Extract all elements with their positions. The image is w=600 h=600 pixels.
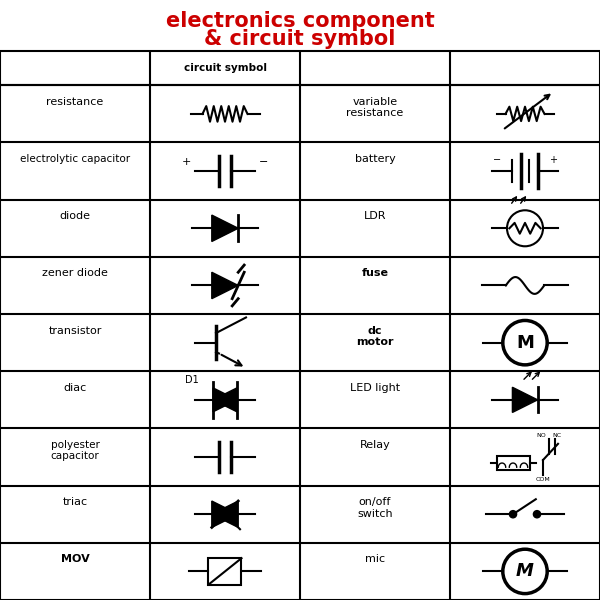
Text: zener diode: zener diode	[42, 268, 108, 278]
Text: NC: NC	[552, 433, 562, 438]
Text: on/off
switch: on/off switch	[357, 497, 393, 518]
Text: M: M	[516, 562, 534, 580]
Text: diode: diode	[59, 211, 91, 221]
Polygon shape	[213, 388, 237, 412]
Text: triac: triac	[62, 497, 88, 507]
Text: −: −	[259, 157, 269, 167]
Text: battery: battery	[355, 154, 395, 164]
Polygon shape	[212, 501, 238, 527]
Text: diac: diac	[64, 383, 86, 392]
Text: LDR: LDR	[364, 211, 386, 221]
Text: & circuit symbol: & circuit symbol	[205, 29, 395, 49]
Text: LED light: LED light	[350, 383, 400, 392]
Text: polyester
capacitor: polyester capacitor	[50, 440, 100, 461]
Text: electrolytic capacitor: electrolytic capacitor	[20, 154, 130, 164]
Polygon shape	[213, 388, 237, 412]
Text: circuit symbol: circuit symbol	[184, 63, 266, 73]
Text: COM: COM	[536, 477, 550, 482]
Text: +: +	[181, 157, 191, 167]
Text: resistance: resistance	[46, 97, 104, 107]
Text: electronics component: electronics component	[166, 11, 434, 31]
Text: NO: NO	[536, 433, 546, 438]
Polygon shape	[212, 272, 238, 299]
Text: variable
resistance: variable resistance	[346, 97, 404, 118]
Text: +: +	[549, 155, 557, 165]
Text: Relay: Relay	[359, 440, 391, 450]
Polygon shape	[212, 215, 238, 241]
Text: dc
motor: dc motor	[356, 325, 394, 347]
Bar	[209, 558, 241, 584]
Polygon shape	[512, 387, 538, 412]
Text: MOV: MOV	[61, 554, 89, 564]
Text: mic: mic	[365, 554, 385, 564]
Circle shape	[533, 511, 541, 518]
Bar	[497, 457, 530, 470]
Circle shape	[509, 511, 517, 518]
Polygon shape	[212, 501, 238, 527]
Text: M: M	[516, 334, 534, 352]
Text: D1: D1	[185, 375, 199, 385]
Text: −: −	[493, 155, 501, 165]
Text: fuse: fuse	[361, 268, 389, 278]
Text: transistor: transistor	[49, 325, 101, 335]
